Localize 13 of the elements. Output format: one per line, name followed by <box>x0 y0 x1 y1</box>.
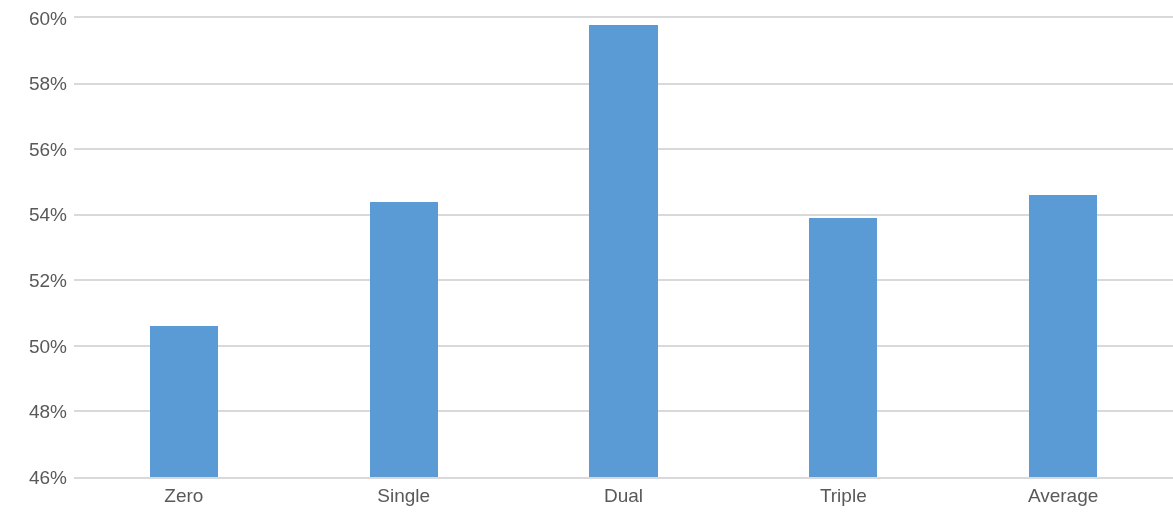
x-tick-label: Triple <box>819 484 867 506</box>
x-tick-label: Zero <box>164 484 204 506</box>
y-tick-label: 52% <box>28 269 68 291</box>
y-tick-label: 46% <box>28 466 68 488</box>
y-tick-label: 60% <box>28 7 68 29</box>
y-tick-label: 50% <box>28 335 68 357</box>
x-tick-label: Average <box>1027 484 1099 506</box>
x-tick-label: Single <box>377 484 431 506</box>
y-tick-label: 48% <box>28 401 68 423</box>
y-tick-label: 54% <box>28 204 68 226</box>
x-tick-label: Dual <box>603 484 644 506</box>
y-tick-label: 58% <box>28 73 68 95</box>
y-tick-label: 56% <box>28 138 68 160</box>
